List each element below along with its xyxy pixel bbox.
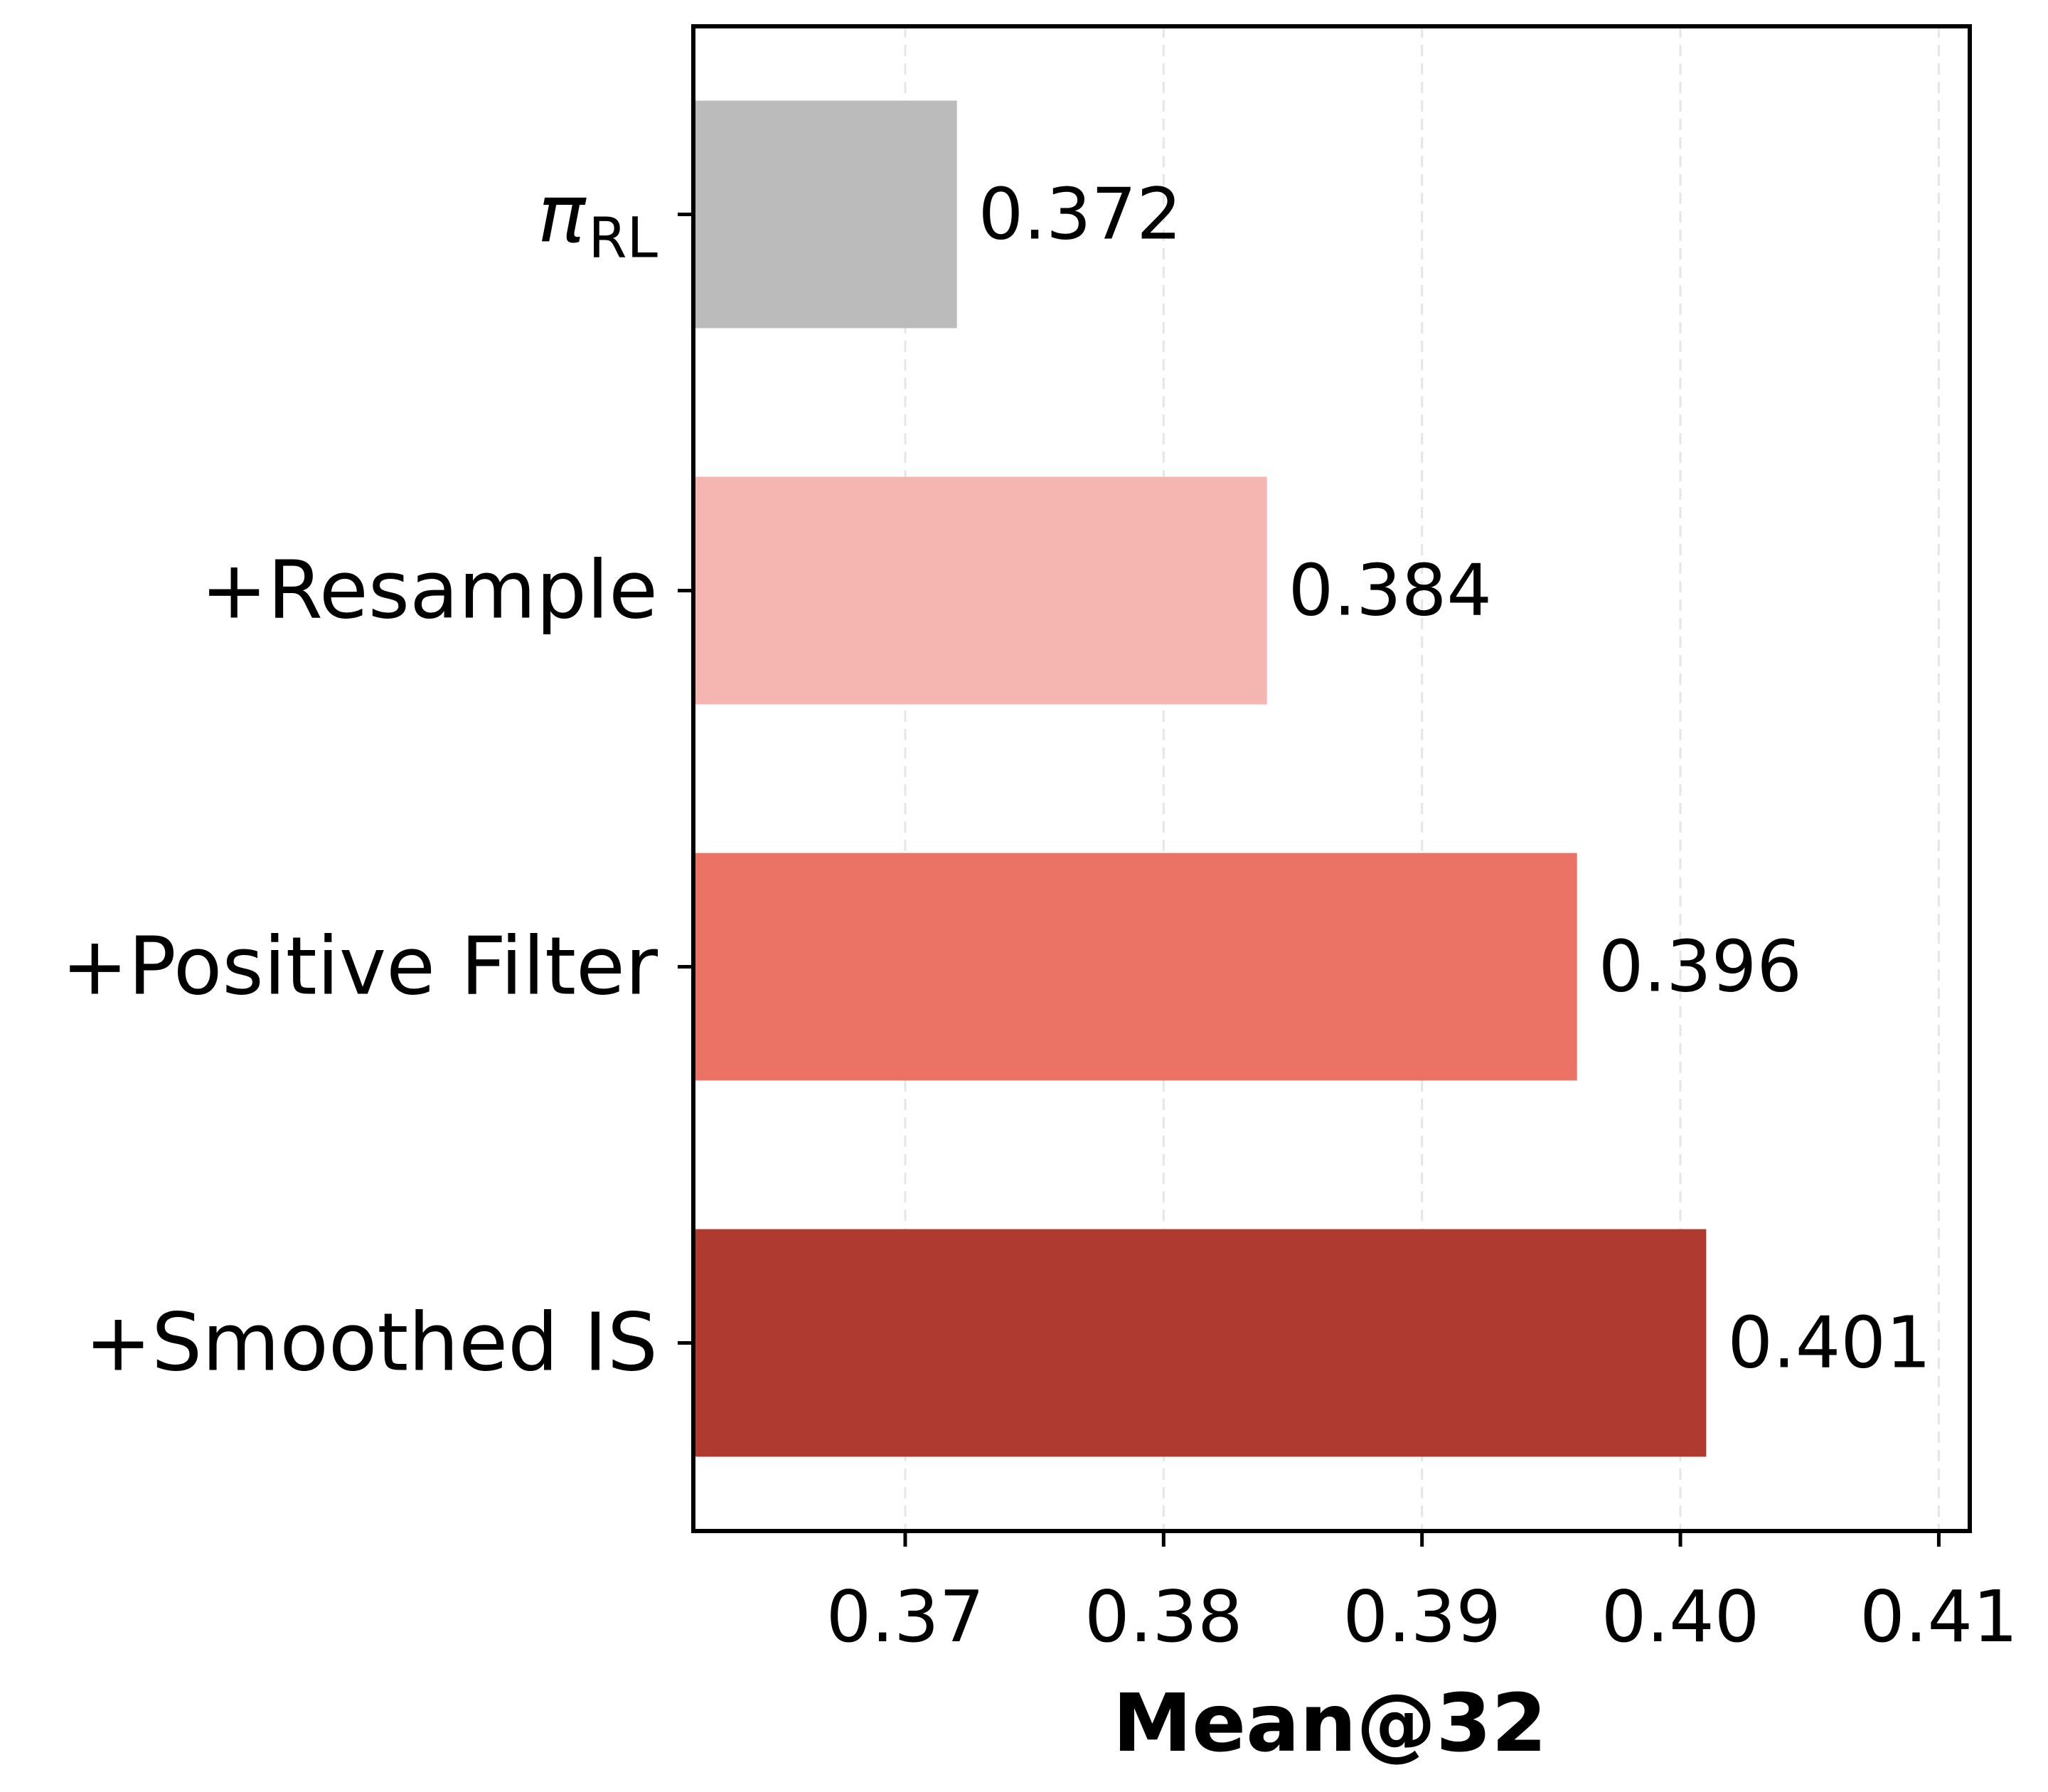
data-labels: 0.372 0.384 0.396 0.401 (978, 173, 1931, 1385)
bar-value-label: 0.384 (1289, 549, 1492, 632)
y-tick-label: +Resample (201, 545, 658, 637)
y-tick-label: πRL (538, 169, 658, 271)
bars (693, 100, 1707, 1457)
bar (693, 1229, 1707, 1457)
bar-value-label: 0.372 (978, 173, 1182, 256)
x-tick-label: 0.37 (826, 1575, 985, 1658)
x-tick-label: 0.38 (1084, 1575, 1243, 1658)
bar (693, 100, 957, 329)
y-tick-label: +Positive Filter (61, 921, 658, 1013)
bar-value-label: 0.401 (1727, 1301, 1931, 1385)
x-axis-ticks: 0.37 0.38 0.39 0.40 0.41 (826, 1531, 2018, 1658)
bar-value-label: 0.396 (1599, 925, 1802, 1008)
y-axis-ticks: πRL +Resample +Positive Filter +Smoothed IS (61, 169, 693, 1390)
x-axis-title: Mean@32 (1113, 1678, 1547, 1770)
plot-frame (691, 24, 1972, 1533)
x-tick-label: 0.39 (1343, 1575, 1501, 1658)
x-tick-label: 0.41 (1860, 1575, 2018, 1658)
bar (693, 476, 1267, 705)
x-tick-label: 0.40 (1601, 1575, 1760, 1658)
y-tick-label: +Smoothed IS (85, 1297, 658, 1390)
bar (693, 853, 1577, 1081)
